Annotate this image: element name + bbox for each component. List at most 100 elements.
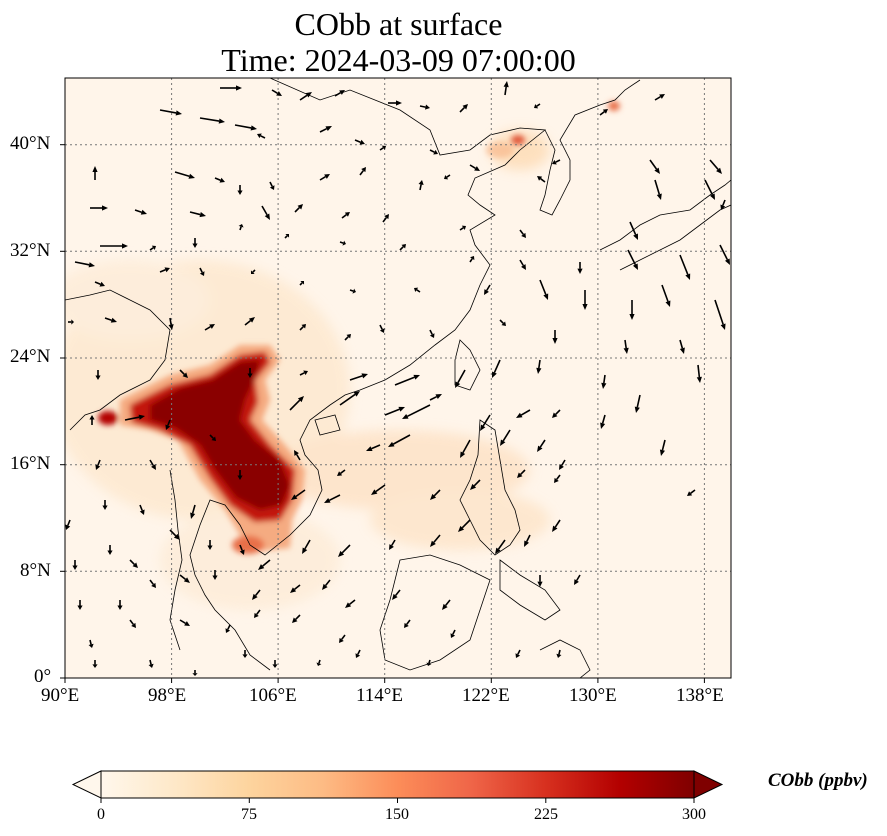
wind-arrow-head <box>324 497 331 503</box>
wind-arrow-shaft <box>502 429 511 442</box>
wind-arrow-shaft <box>89 639 92 645</box>
wind-arrow-shaft <box>94 281 101 285</box>
wind-arrow-head <box>238 224 244 228</box>
wind-arrow-shaft <box>239 544 243 551</box>
colorbar-gradient <box>101 771 694 798</box>
colorbar-tick-label: 150 <box>385 806 409 823</box>
wind-arrow-shaft <box>129 559 135 565</box>
wind-arrow-shaft <box>159 109 177 114</box>
wind-arrow-head <box>654 167 660 174</box>
wind-arrow-head <box>685 273 691 280</box>
wind-arrow-head <box>77 605 83 610</box>
wind-arrow-head <box>554 477 559 483</box>
wind-arrow-head <box>322 583 328 590</box>
wind-arrow-shaft <box>295 489 306 498</box>
wind-arrow-head <box>716 167 722 174</box>
wind-arrow-shaft <box>461 519 471 529</box>
wind-arrow-shaft <box>97 459 101 466</box>
wind-arrow-shaft <box>719 244 729 260</box>
wind-arrow-shaft <box>129 619 134 625</box>
wind-arrow-head <box>577 268 583 274</box>
wind-arrow-head <box>429 333 435 338</box>
wind-arrow-shaft <box>252 269 256 273</box>
wind-arrow-head <box>461 225 466 230</box>
wind-arrow-shaft <box>429 329 433 335</box>
wind-arrow-shaft <box>382 217 387 223</box>
wind-arrow-shaft <box>262 559 271 567</box>
wind-arrow-head <box>212 575 218 580</box>
wind-arrow-head <box>455 381 461 388</box>
wind-arrow-shaft <box>493 359 501 373</box>
wind-arrow-shaft <box>289 399 301 411</box>
wind-arrow-head <box>492 371 497 378</box>
wind-arrow-head <box>556 653 562 658</box>
wind-arrow-shaft <box>629 221 637 235</box>
wind-arrow-shaft <box>429 395 437 401</box>
wind-arrow-shaft <box>554 519 561 528</box>
wind-arrow-head <box>404 622 409 628</box>
wind-arrow-shaft <box>318 659 321 664</box>
wind-arrow-shaft <box>74 261 90 266</box>
wind-arrow-head <box>190 512 196 519</box>
colorbar-tick-label: 300 <box>682 806 706 823</box>
wind-arrow-head <box>252 593 258 600</box>
wind-arrow-head <box>151 464 156 470</box>
wind-arrow-head <box>131 622 136 628</box>
wind-arrow-shaft <box>199 117 220 122</box>
wind-arrow-head <box>65 524 71 530</box>
wind-arrow-shaft <box>504 86 507 96</box>
wind-arrow-shaft <box>599 111 605 116</box>
wind-arrow-head <box>132 562 138 568</box>
wind-arrow-head <box>659 449 665 456</box>
wind-arrow-head <box>209 324 215 329</box>
wind-arrow-shaft <box>519 229 524 235</box>
wind-arrow-head <box>418 180 424 186</box>
wind-arrow-head <box>515 653 521 658</box>
wind-arrow-head <box>632 263 638 270</box>
wind-arrow-shaft <box>209 434 214 439</box>
wind-arrow-shaft <box>679 254 689 275</box>
wind-arrow-head <box>470 483 477 490</box>
wind-arrow-head <box>470 256 475 261</box>
wind-arrow-head <box>724 258 730 265</box>
wind-arrow-head <box>237 475 243 480</box>
x-tick-label: 130°E <box>569 685 617 706</box>
wind-arrow-head <box>503 81 509 88</box>
wind-arrow-shaft <box>199 267 203 273</box>
wind-arrow-head <box>388 441 395 447</box>
wind-arrow-shaft <box>340 469 346 474</box>
wind-arrow-shaft <box>433 534 441 543</box>
wind-arrow-head <box>182 372 188 378</box>
wind-arrow-head <box>442 603 448 610</box>
wind-arrow-head <box>381 145 386 150</box>
wind-arrow-shaft <box>407 404 431 418</box>
wind-arrow-shaft <box>329 494 341 502</box>
wind-arrow-head <box>88 643 94 648</box>
wind-arrow-shaft <box>227 624 231 630</box>
wind-arrow-shaft <box>459 227 464 231</box>
wind-arrow-head <box>165 424 171 430</box>
wind-arrow-shaft <box>539 439 546 448</box>
wind-arrow-shaft <box>601 414 606 424</box>
wind-arrow-head <box>242 654 248 658</box>
wind-arrow-shaft <box>179 619 186 624</box>
wind-arrow-shaft <box>354 139 361 143</box>
wind-arrow-head <box>291 494 298 500</box>
wind-arrow-shaft <box>379 147 384 151</box>
colorbar <box>71 770 724 803</box>
wind-arrow-head <box>552 525 558 532</box>
wind-arrow-shaft <box>556 474 561 480</box>
wind-arrow-head <box>720 323 726 330</box>
wind-arrow-head <box>355 653 361 658</box>
wind-arrow-shaft <box>654 96 661 101</box>
wind-arrow-shaft <box>697 364 701 378</box>
y-tick-label: 32°N <box>10 240 51 261</box>
wind-arrow-head <box>92 664 98 668</box>
wind-arrow-head <box>537 445 543 452</box>
wind-arrow-shaft <box>371 444 381 450</box>
wind-arrow-head <box>629 314 635 320</box>
wind-arrow-head <box>264 213 270 220</box>
wind-arrow-head <box>346 334 351 339</box>
wind-arrow-shaft <box>149 247 154 251</box>
wind-arrow-shaft <box>271 89 278 94</box>
